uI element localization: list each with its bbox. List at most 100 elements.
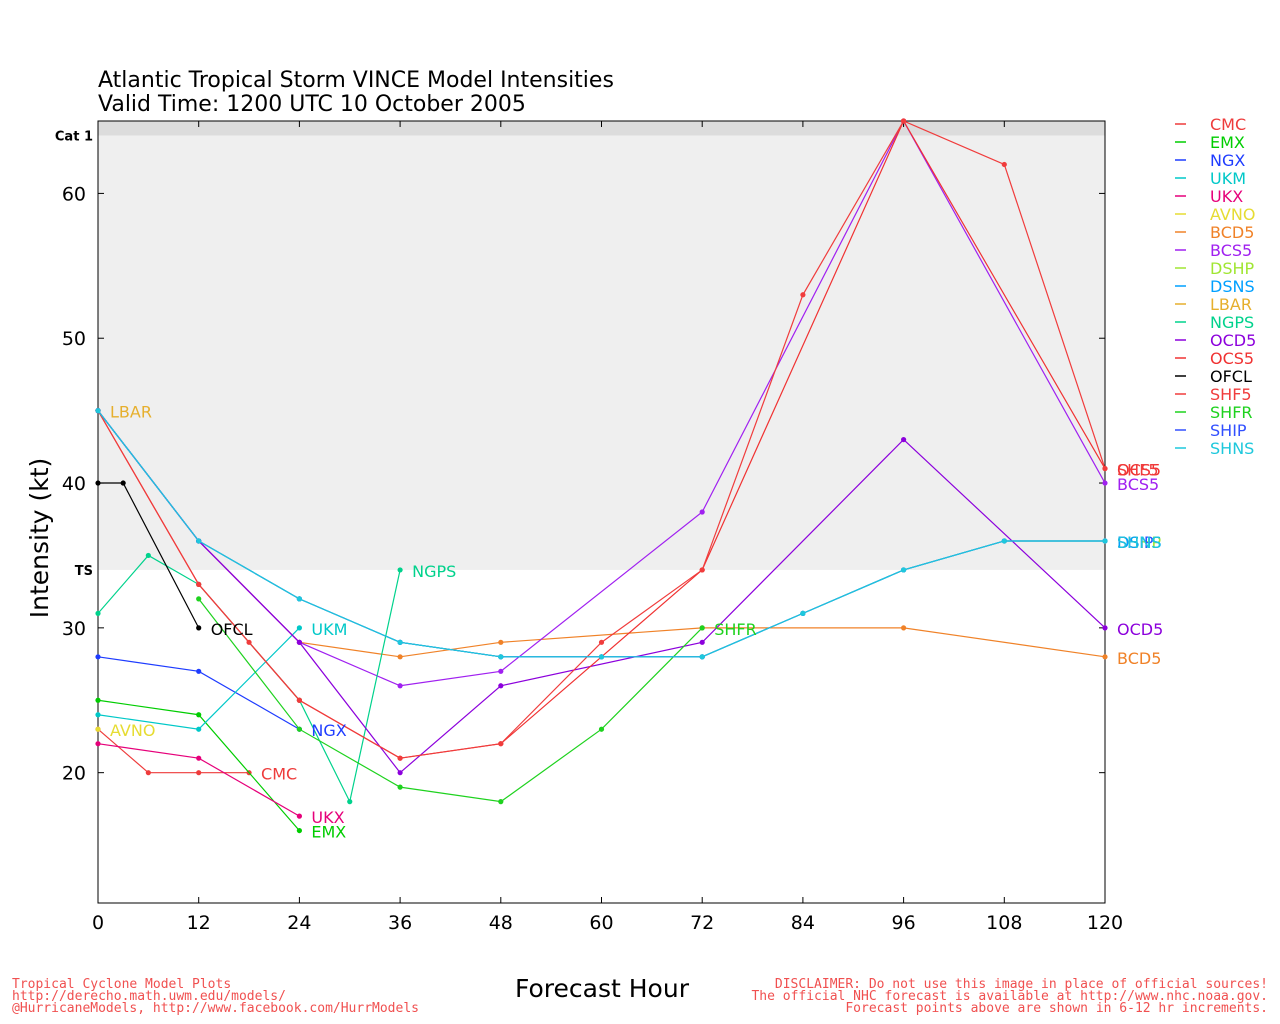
series-ofcl [95, 480, 202, 631]
band-label-2: Cat 1 [55, 129, 93, 144]
series-end-label-ngx: NGX [311, 721, 346, 740]
data-point-shfr [498, 799, 504, 805]
footer-left-line-3: @HurricaneModels, http://www.facebook.co… [12, 1001, 419, 1016]
data-point-ukx [95, 741, 101, 747]
data-point-shns [901, 567, 907, 573]
chart-title: Atlantic Tropical Storm VINCE Model Inte… [98, 68, 614, 93]
series-end-label-shf5: SHF5 [1117, 461, 1159, 480]
data-point-emx [196, 712, 202, 718]
series-line-shf5 [97, 120, 1106, 759]
series-end-label-emx: EMX [311, 823, 346, 842]
data-point-shns [800, 610, 806, 616]
data-point-bcd5 [1102, 654, 1108, 660]
series-end-label-dshp: DSHP [1117, 533, 1162, 552]
legend-label-ngx: NGX [1210, 151, 1245, 170]
series-end-label-ofcl: OFCL [211, 620, 253, 639]
axes: 0 12 24 36 48 60 72 84 96 108 120 20 30 40 50 60 [62, 120, 1123, 934]
data-point-bcd5 [397, 654, 403, 660]
footer-left-line-2: http://derecho.math.uwm.edu/models/ [12, 989, 286, 1004]
series-lines [95, 118, 1108, 834]
data-point-ofcl [95, 480, 101, 486]
data-point-ngx [196, 668, 202, 674]
series-end-label-ocs5: OCS5 [1117, 461, 1161, 480]
data-point-ofcl [196, 625, 202, 631]
data-point-shns [1102, 538, 1108, 544]
series-end-label-cmc: CMC [261, 765, 297, 784]
data-point-shns [296, 596, 302, 602]
legend-label-ukx: UKX [1210, 187, 1243, 206]
data-point-shf5 [196, 581, 202, 588]
series-end-label-shfr: SHFR [714, 620, 757, 639]
data-point-shf5 [1001, 161, 1007, 168]
series-end-label-ocd5: OCD5 [1117, 620, 1163, 639]
x-tick-label-0: 0 [92, 912, 104, 934]
data-point-shfr [196, 596, 202, 602]
data-point-ocd5 [296, 639, 302, 645]
series-end-label-ngps: NGPS [412, 562, 456, 581]
series-line-shfr [198, 598, 703, 803]
data-point-ukm [95, 712, 101, 718]
series-end-label-bcs5: BCS5 [1117, 475, 1159, 494]
data-point-ukm [296, 625, 302, 631]
series-end-label-dsns: DSNS [1117, 533, 1162, 552]
data-point-ofcl [120, 480, 126, 486]
band-2 [98, 121, 1105, 136]
legend-label-dshp: DSHP [1210, 259, 1255, 278]
y-axis-label: Intensity (kt) [25, 458, 54, 619]
band-label-1: TS [75, 564, 93, 579]
footer-right: DISCLAIMER: Do not use this image in pla… [751, 977, 1268, 1016]
series-end-label-lbar: LBAR [110, 403, 152, 422]
band-1 [98, 135, 1105, 570]
data-point-ukx [196, 755, 202, 761]
legend-label-ocd5: OCD5 [1210, 331, 1256, 350]
legend-label-ocs5: OCS5 [1210, 349, 1254, 368]
series-end-label-ukx: UKX [311, 808, 344, 827]
series-emx [95, 697, 302, 834]
footer-right-line-1: DISCLAIMER: Do not use this image in pla… [775, 977, 1268, 992]
x-tick-label-6: 72 [690, 912, 714, 934]
data-point-cmc [196, 770, 202, 776]
x-tick-label-1: 12 [187, 912, 211, 934]
x-tick-label-10: 120 [1087, 912, 1123, 934]
data-point-bcs5 [1102, 480, 1108, 486]
data-point-ukm [196, 726, 202, 732]
data-point-shns [196, 538, 202, 544]
data-point-shf5 [598, 639, 605, 645]
series-shfr [196, 596, 705, 805]
footer-right-line-2: The official NHC forecast is available a… [751, 989, 1268, 1004]
data-point-shns [1001, 538, 1007, 544]
data-point-shns [598, 654, 605, 660]
x-tick-label-7: 84 [791, 912, 815, 934]
y-tick-label-3: 50 [62, 328, 86, 350]
data-point-ocd5 [901, 436, 907, 443]
data-point-ocd5 [699, 639, 705, 645]
data-point-shns [397, 639, 403, 645]
x-tick-label-9: 108 [986, 912, 1022, 934]
legend-label-bcd5: BCD5 [1210, 223, 1254, 242]
y-tick-label-4: 60 [62, 183, 86, 205]
series-end-label-ukm: UKM [311, 620, 347, 639]
legend-label-dsns: DSNS [1210, 277, 1255, 296]
legend: CMCEMXNGXUKMUKXAVNOBCD5BCS5DSHPDSNSLBARN… [1175, 115, 1256, 458]
data-point-shf5 [246, 639, 252, 645]
data-point-ngps [95, 610, 101, 616]
data-point-bcd5 [498, 639, 504, 645]
y-tick-label-0: 20 [62, 763, 86, 785]
data-point-bcd5 [901, 625, 907, 631]
series-ukx [95, 741, 302, 819]
chart-subtitle: Valid Time: 1200 UTC 10 October 2005 [98, 92, 526, 117]
series-end-label-shns: SHNS [1117, 533, 1161, 552]
data-point-ocd5 [1102, 625, 1108, 631]
data-point-ngx [95, 654, 101, 660]
data-point-ocd5 [498, 683, 504, 689]
legend-label-avno: AVNO [1210, 205, 1255, 224]
data-point-shf5 [397, 755, 403, 761]
data-point-shf5 [800, 292, 806, 298]
data-point-shf5 [1102, 465, 1108, 472]
series-shns [95, 408, 1108, 660]
data-point-cmc [145, 770, 151, 776]
data-point-emx [95, 697, 101, 703]
data-point-avno [95, 726, 101, 732]
